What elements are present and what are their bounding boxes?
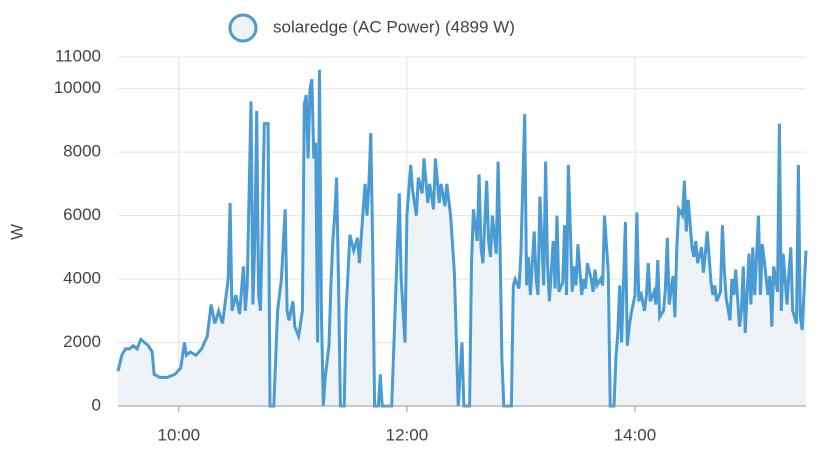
legend-label[interactable]: solaredge (AC Power) (4899 W) [273, 17, 515, 36]
area [118, 69, 806, 406]
y-tick-label: 0 [92, 395, 101, 414]
y-tick-label: 6000 [63, 205, 101, 224]
x-tick-label: 10:00 [158, 425, 201, 444]
y-tick-label: 2000 [63, 332, 101, 351]
legend-swatch[interactable] [228, 13, 258, 43]
legend[interactable]: solaredge (AC Power) (4899 W) [228, 13, 515, 43]
y-tick-label: 10000 [54, 78, 101, 97]
y-axis-label: W [7, 224, 26, 240]
y-tick-label: 4000 [63, 269, 101, 288]
y-tick-label: 8000 [63, 142, 101, 161]
y-tick-label: 11000 [55, 46, 101, 65]
x-tick-label: 12:00 [386, 425, 429, 444]
x-tick-label: 14:00 [614, 425, 657, 444]
